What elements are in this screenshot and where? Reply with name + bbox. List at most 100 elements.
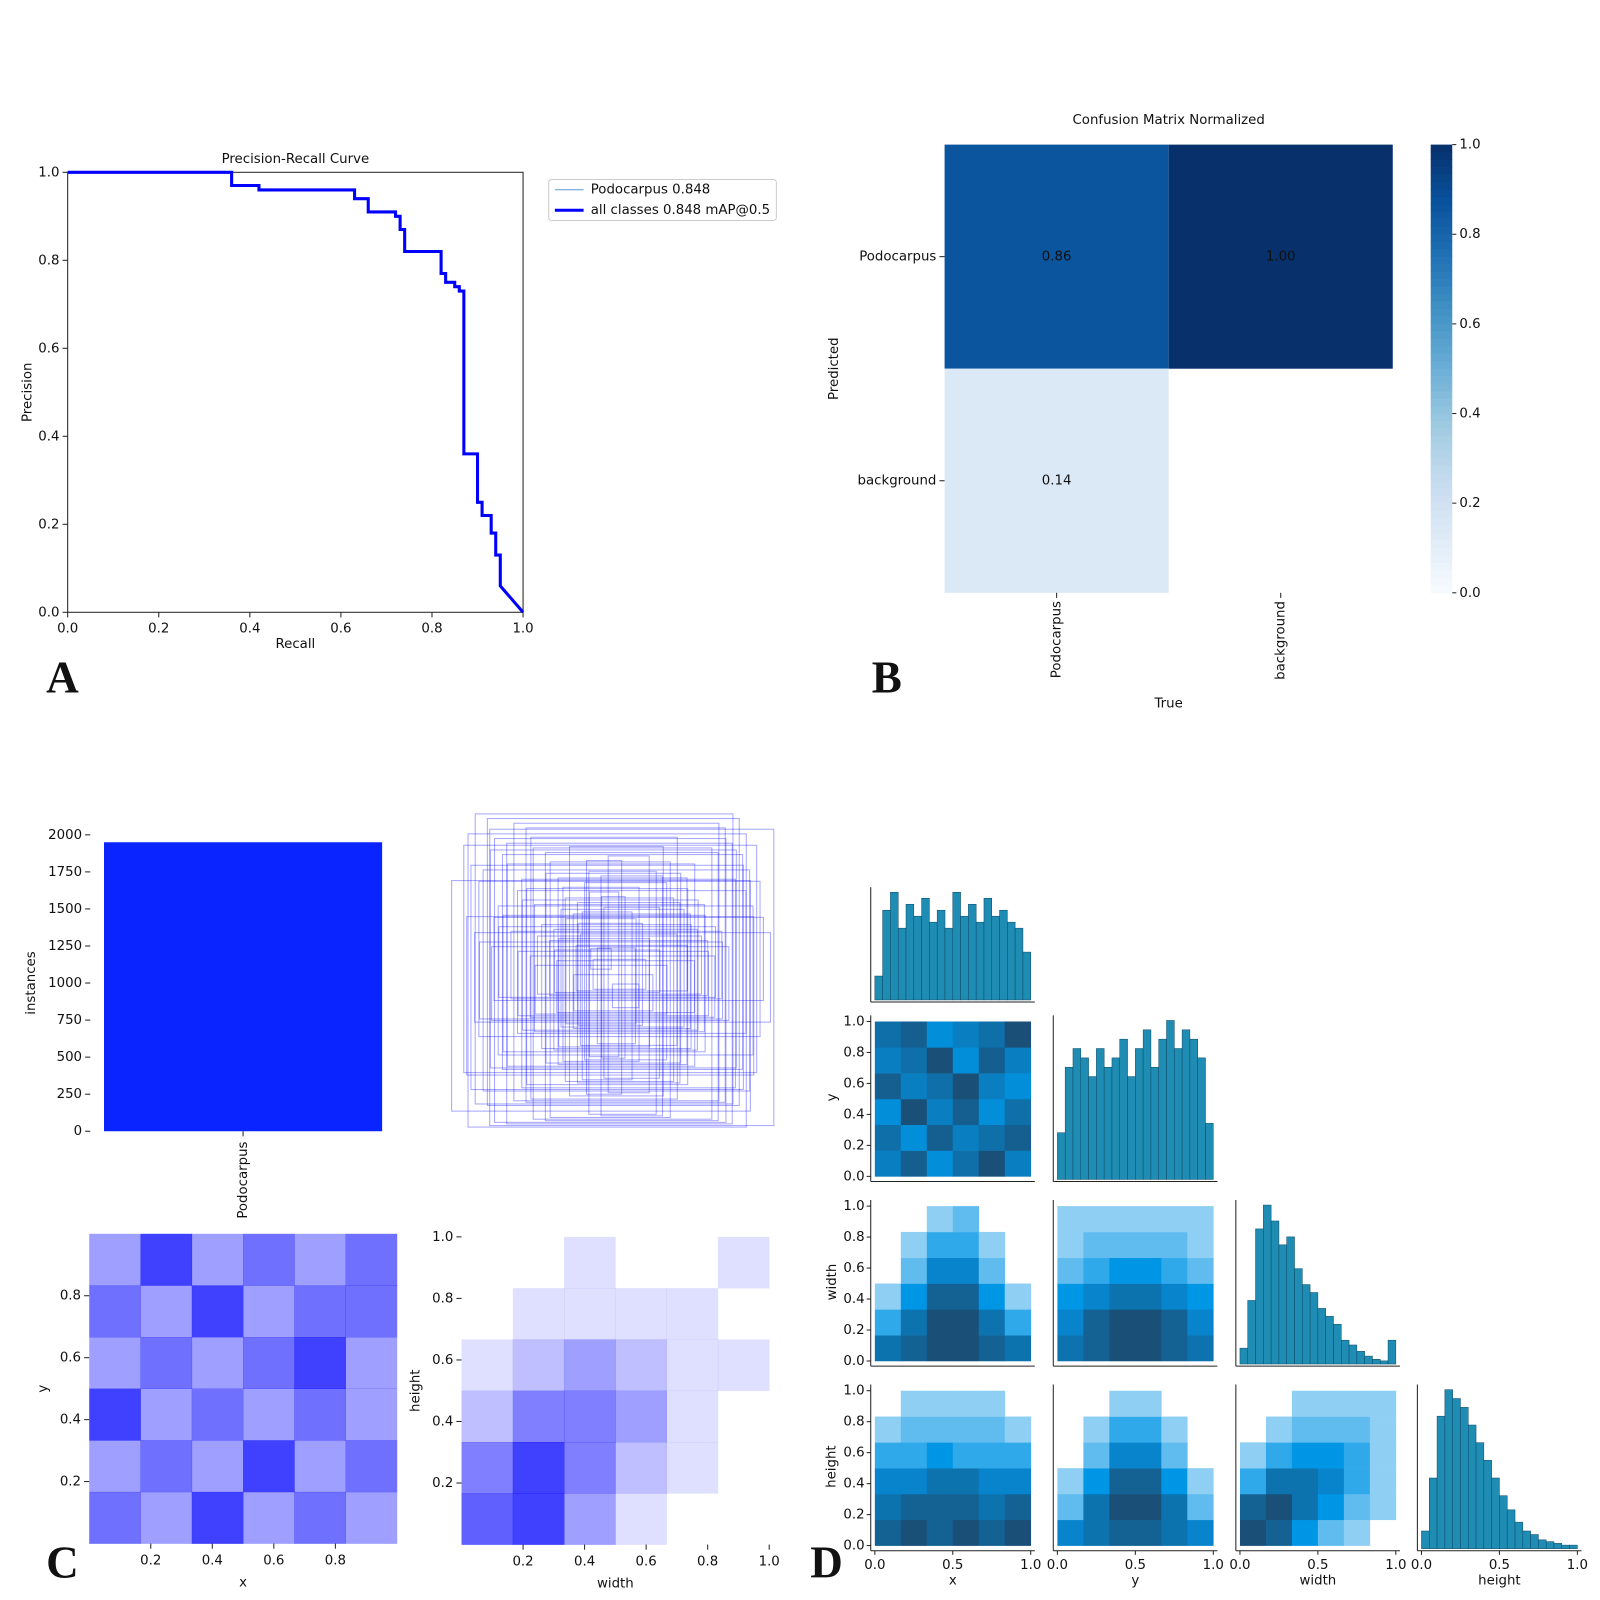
y-tick-label: 0.2 xyxy=(60,1475,81,1490)
pair-cell xyxy=(900,1416,928,1443)
x-tick-label: 0.8 xyxy=(421,621,442,636)
hist2d-cell xyxy=(462,1288,514,1340)
pair-cell xyxy=(1004,1150,1032,1177)
pair-cell xyxy=(952,1206,980,1233)
box-outline xyxy=(530,836,678,1100)
histogram-bar xyxy=(975,921,985,1001)
pair-cell xyxy=(900,1257,928,1284)
histogram-bar xyxy=(1514,1521,1524,1549)
box-outline xyxy=(607,855,650,1094)
pair-cell xyxy=(1004,1442,1032,1469)
x-tick-label: 1.0 xyxy=(1203,1558,1224,1573)
hist2d-cell xyxy=(191,1440,244,1493)
pair-cell xyxy=(926,1150,954,1177)
y-tick-label: 1.0 xyxy=(432,1230,453,1245)
hist2d-cell xyxy=(564,1288,616,1340)
x-axis-label: x xyxy=(239,1576,247,1591)
pair-cell xyxy=(1109,1206,1136,1233)
histogram-bar xyxy=(1088,1076,1097,1180)
pair-cell xyxy=(1187,1468,1214,1495)
y-tick-label: 1750 xyxy=(48,865,82,880)
box-outline xyxy=(596,947,636,1045)
pair-cell xyxy=(952,1493,980,1521)
pair-cell xyxy=(1265,1442,1293,1469)
pair-cell xyxy=(952,1047,980,1074)
colorbar-step xyxy=(1430,256,1453,265)
colorbar-step xyxy=(1430,346,1453,355)
pair-cell xyxy=(952,1257,980,1284)
y-tick-label: 0.6 xyxy=(432,1353,453,1368)
y-tick-label: 1500 xyxy=(48,902,82,917)
histogram-bar xyxy=(1421,1530,1430,1549)
x-tick-label: 1.0 xyxy=(1020,1558,1041,1573)
histogram-bar xyxy=(1317,1308,1326,1365)
y-tick-label: 1.0 xyxy=(843,1384,864,1399)
x-category: background xyxy=(1274,601,1289,680)
pr-curve xyxy=(67,170,525,614)
pair-cell xyxy=(1004,1468,1032,1495)
matrix-cell xyxy=(1168,144,1393,369)
pair-cell xyxy=(926,1416,954,1443)
pair-cell xyxy=(1004,1073,1032,1100)
pair-cell xyxy=(900,1124,928,1151)
colorbar-step xyxy=(1430,443,1453,452)
histogram-bar xyxy=(1545,1541,1555,1549)
hist2d-cell xyxy=(294,1285,346,1338)
y-axis-label: instances xyxy=(24,951,39,1014)
colorbar-step xyxy=(1430,271,1453,280)
histogram-bar xyxy=(890,892,899,1001)
pair-cell xyxy=(1369,1416,1397,1443)
y-tick-label: 0.6 xyxy=(843,1446,864,1461)
pair-cell xyxy=(1265,1416,1293,1443)
y-tick-label: 0.4 xyxy=(432,1414,453,1429)
box-outline xyxy=(579,933,678,1046)
pair-cell xyxy=(926,1098,954,1126)
y-tick-label: 0 xyxy=(74,1124,82,1139)
box-outline xyxy=(526,888,689,1086)
y-tick-label: 0.6 xyxy=(38,341,59,356)
hist2d-cell xyxy=(243,1388,295,1441)
pair-cell xyxy=(978,1468,1006,1495)
colorbar-tick-label: 0.6 xyxy=(1459,317,1480,332)
pair-cell xyxy=(1057,1309,1084,1336)
histogram-bar xyxy=(1270,1220,1280,1365)
chart-title: Confusion Matrix Normalized xyxy=(1073,113,1265,128)
pair-cell xyxy=(926,1073,954,1100)
pair-cell xyxy=(1083,1231,1110,1259)
y-tick-label: 1.0 xyxy=(843,1014,864,1029)
pair-cell xyxy=(952,1124,980,1151)
box-outline xyxy=(466,916,755,1076)
colorbar-step xyxy=(1430,570,1453,579)
pair-cell xyxy=(1004,1416,1032,1443)
box-outline xyxy=(474,813,734,1105)
colorbar-step xyxy=(1430,406,1453,415)
pair-cell xyxy=(900,1493,928,1521)
hist2d-cell xyxy=(512,1288,565,1340)
hist2d-cell xyxy=(191,1388,244,1441)
y-tick-label: 0.2 xyxy=(843,1323,864,1338)
hist2d-cell xyxy=(140,1440,193,1493)
colorbar-tick-label: 0.8 xyxy=(1459,227,1480,242)
x-tick-label: 1.0 xyxy=(1385,1558,1406,1573)
hist2d-cell xyxy=(717,1339,770,1392)
pair-cell xyxy=(1004,1047,1032,1074)
x-category: Podocarpus xyxy=(236,1141,251,1218)
pair-cell xyxy=(926,1519,954,1546)
pair-cell xyxy=(900,1098,928,1126)
pair-cell xyxy=(978,1493,1006,1521)
pair-cell xyxy=(1109,1519,1136,1546)
hist2d-cell xyxy=(89,1233,141,1286)
colorbar-tick-label: 0.4 xyxy=(1459,407,1480,422)
hist2d-cell xyxy=(667,1493,719,1545)
pair-cell xyxy=(926,1021,954,1048)
hist2d-cell xyxy=(615,1339,667,1392)
hist2d-cell xyxy=(140,1388,193,1441)
hist2d-cell xyxy=(140,1337,193,1389)
pair-cell xyxy=(1187,1335,1214,1362)
x-axis-label: width xyxy=(1300,1573,1337,1588)
pair-cell xyxy=(1187,1231,1214,1259)
pair-cell xyxy=(926,1335,954,1362)
matrix-cell xyxy=(944,144,1169,369)
colorbar-tick-label: 0.2 xyxy=(1459,496,1480,511)
pair-cell xyxy=(1135,1493,1162,1521)
